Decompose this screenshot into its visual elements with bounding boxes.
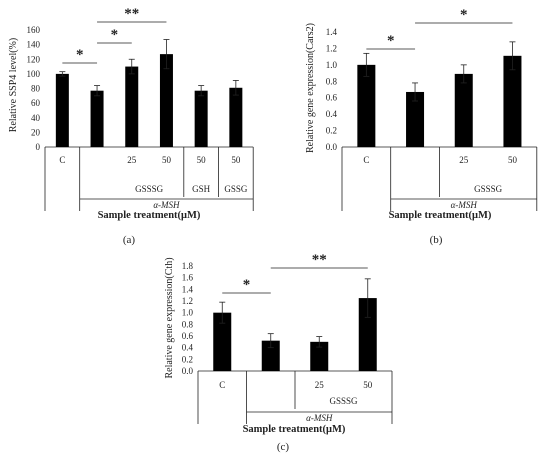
bar <box>55 73 69 147</box>
y-tick-label: 0.0 <box>182 366 194 376</box>
treatment-label: α-MSH <box>153 200 180 210</box>
x-tick-label: C <box>363 155 369 165</box>
x-tick-label: 50 <box>508 155 518 165</box>
panel-label: (a) <box>123 234 136 246</box>
y-axis-label: Relative SSP4 level(%) <box>8 38 19 132</box>
bar <box>357 64 376 147</box>
y-tick-label: 1.4 <box>326 27 338 37</box>
y-tick-label: 140 <box>27 40 41 50</box>
y-tick-label: 0.6 <box>182 331 194 341</box>
significance-marker: * <box>111 27 119 43</box>
x-tick-label: 25 <box>127 155 137 165</box>
significance-marker: * <box>76 47 84 63</box>
bar <box>194 90 208 147</box>
y-tick-label: 40 <box>31 113 41 123</box>
group-label: GSSSG <box>135 184 164 194</box>
group-label: GSSG <box>224 184 248 194</box>
y-tick-label: 60 <box>31 98 41 108</box>
y-tick-label: 0.2 <box>326 126 337 136</box>
x-axis-label: Sample treatment(μM) <box>389 210 492 221</box>
y-tick-label: 120 <box>27 54 41 64</box>
group-label: GSSSG <box>329 396 358 406</box>
bar <box>503 55 522 148</box>
significance-marker: * <box>243 277 251 293</box>
y-tick-label: 1.2 <box>326 43 337 53</box>
chart-panel-a: 0 20 40 60 80 100 120 140 160 Relative SSP4 level… <box>8 6 254 246</box>
y-tick-label: 0.8 <box>182 319 194 329</box>
group-label: GSSSG <box>474 184 503 194</box>
panel-label: (b) <box>430 234 443 246</box>
significance-marker: * <box>460 7 468 23</box>
bar <box>261 340 280 371</box>
y-tick-label: 1.6 <box>182 273 194 283</box>
y-axis-label: Relative gene expression(Cth) <box>164 257 175 378</box>
bar <box>310 341 329 371</box>
x-axis-label: Sample treatment(μM) <box>98 210 201 221</box>
group-label: GSH <box>192 184 211 194</box>
y-tick-label: 80 <box>31 84 41 94</box>
bar <box>125 66 139 147</box>
treatment-label: α-MSH <box>306 413 333 423</box>
y-tick-label: 0.4 <box>326 109 338 119</box>
panel-label: (c) <box>277 441 290 453</box>
bar <box>229 87 243 147</box>
significance-marker: ** <box>124 6 139 22</box>
y-tick-label: 0.6 <box>326 93 338 103</box>
y-tick-label: 1.0 <box>326 60 338 70</box>
bar <box>358 298 377 371</box>
y-tick-label: 160 <box>27 25 41 35</box>
bar <box>90 90 104 147</box>
x-tick-label: 50 <box>197 155 207 165</box>
x-tick-label: 50 <box>231 155 241 165</box>
y-tick-label: 100 <box>27 69 41 79</box>
x-tick-label: C <box>219 380 225 390</box>
y-tick-label: 0 <box>36 142 41 152</box>
y-tick-label: 0.4 <box>182 343 194 353</box>
bar <box>406 91 425 147</box>
chart-panel-c: 0.0 0.20.4 0.6 0.81.0 1.2 1.41.6 1.8 Relative g… <box>164 252 393 453</box>
y-tick-label: 0.0 <box>326 142 338 152</box>
x-tick-label: 50 <box>363 380 373 390</box>
y-tick-label: 1.0 <box>182 308 194 318</box>
y-tick-label: 0.8 <box>326 76 338 86</box>
bar <box>213 312 232 371</box>
y-tick-label: 20 <box>31 127 41 137</box>
treatment-label: α-MSH <box>451 200 478 210</box>
y-tick-label: 1.4 <box>182 284 194 294</box>
significance-marker: * <box>387 33 395 49</box>
x-tick-label: 25 <box>459 155 469 165</box>
y-tick-label: 1.2 <box>182 296 193 306</box>
y-tick-label: 1.8 <box>182 261 194 271</box>
x-tick-label: C <box>59 155 65 165</box>
y-axis-label: Relative gene expression(Cars2) <box>305 23 316 153</box>
significance-marker: ** <box>312 252 327 268</box>
x-tick-label: 50 <box>162 155 172 165</box>
x-tick-label: 25 <box>315 380 325 390</box>
bar <box>454 73 473 147</box>
bar <box>159 54 173 147</box>
chart-panel-b: 0.0 0.2 0.4 0.6 0.8 1.0 1.2 1.4 Relative gene ex… <box>305 7 538 246</box>
x-axis-label: Sample treatment(μM) <box>243 424 346 435</box>
y-tick-label: 0.2 <box>182 354 193 364</box>
